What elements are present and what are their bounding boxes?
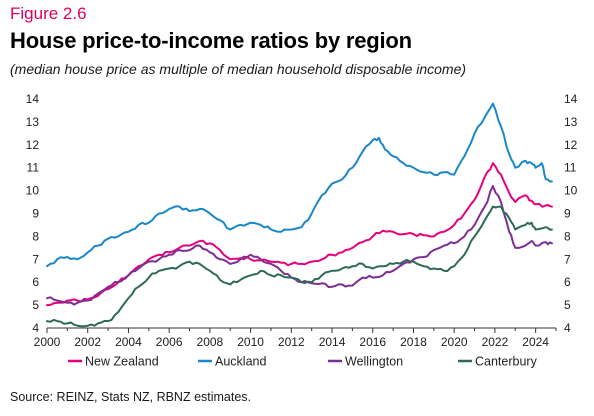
x-tick-label: 2024 xyxy=(522,335,549,349)
y-tick-label-left: 5 xyxy=(32,298,39,312)
chart-axes: 4 4 5 5 6 6 7 7 8 8 9 9 10 10 11 11 12 12 13 13 14 14 2000 2002… xyxy=(26,92,578,349)
y-tick-label-right: 12 xyxy=(564,138,578,152)
series-line-new-zealand xyxy=(46,162,553,307)
legend-label-canterbury: Canterbury xyxy=(475,355,538,369)
chart-subtitle: (median house price as multiple of media… xyxy=(10,61,467,77)
y-tick-label-right: 9 xyxy=(564,207,571,221)
x-tick-label: 2014 xyxy=(319,335,346,349)
chart-title: House price-to-income ratios by region xyxy=(10,28,412,53)
y-tick-label-left: 7 xyxy=(32,252,39,266)
y-tick-label-left: 4 xyxy=(32,321,39,335)
series-line-wellington xyxy=(46,185,553,306)
x-tick-label: 2022 xyxy=(482,335,509,349)
y-tick-label-left: 13 xyxy=(26,115,40,129)
y-tick-label-left: 6 xyxy=(32,275,39,289)
y-tick-label-right: 11 xyxy=(564,161,577,175)
x-tick-label: 2020 xyxy=(441,335,468,349)
y-tick-label-left: 12 xyxy=(26,138,40,152)
x-tick-label: 2006 xyxy=(156,335,183,349)
y-tick-label-right: 14 xyxy=(564,92,578,106)
x-tick-label: 2010 xyxy=(237,335,264,349)
x-tick-label: 2008 xyxy=(197,335,224,349)
y-tick-label-right: 13 xyxy=(564,115,578,129)
y-tick-label-left: 9 xyxy=(32,207,39,221)
y-tick-label-right: 8 xyxy=(564,229,571,243)
chart-series xyxy=(46,102,553,328)
y-tick-label-left: 8 xyxy=(32,229,39,243)
legend-label-auckland: Auckland xyxy=(215,355,266,369)
figure-label: Figure 2.6 xyxy=(10,4,87,23)
x-tick-label: 2016 xyxy=(359,335,386,349)
y-tick-label-right: 5 xyxy=(564,298,571,312)
x-tick-label: 2012 xyxy=(278,335,305,349)
y-tick-label-right: 4 xyxy=(564,321,571,335)
legend-label-new-zealand: New Zealand xyxy=(85,355,159,369)
x-tick-label: 2002 xyxy=(74,335,101,349)
legend-label-wellington: Wellington xyxy=(345,355,403,369)
y-tick-label-left: 11 xyxy=(27,161,40,175)
y-tick-label-right: 6 xyxy=(564,275,571,289)
chart-legend: New Zealand Auckland Wellington Canterbury xyxy=(68,355,538,369)
source-note: Source: REINZ, Stats NZ, RBNZ estimates. xyxy=(10,390,252,404)
x-tick-label: 2004 xyxy=(115,335,142,349)
y-tick-label-left: 14 xyxy=(26,92,40,106)
y-tick-label-right: 7 xyxy=(564,252,571,266)
y-tick-label-right: 10 xyxy=(564,184,578,198)
x-tick-label: 2018 xyxy=(400,335,427,349)
y-tick-label-left: 10 xyxy=(26,184,40,198)
x-tick-label: 2000 xyxy=(34,335,61,349)
series-line-canterbury xyxy=(46,205,553,328)
series-line-auckland xyxy=(46,102,553,268)
